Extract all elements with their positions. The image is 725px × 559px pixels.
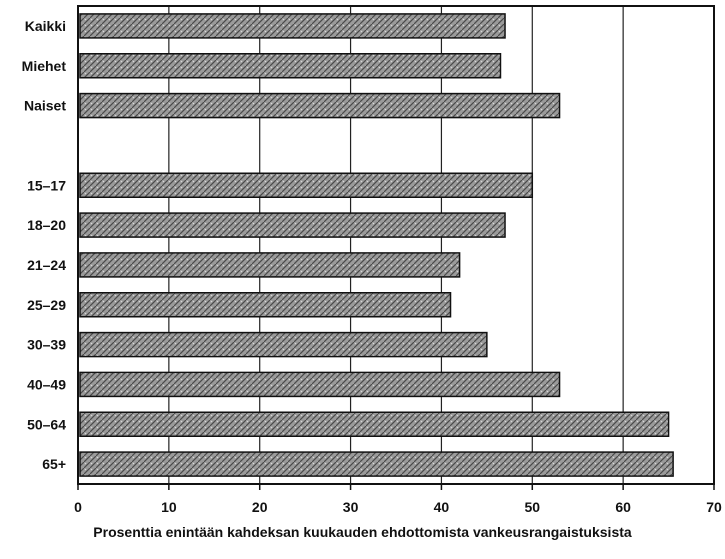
bar: [79, 331, 488, 358]
category-label: 18–20: [27, 217, 66, 233]
bars: [79, 13, 674, 477]
category-label: 15–17: [27, 177, 66, 193]
bar: [79, 371, 561, 398]
bar: [79, 292, 452, 318]
category-label: Miehet: [22, 58, 67, 74]
x-tick-label: 30: [343, 499, 359, 515]
category-label: 50–64: [27, 416, 66, 432]
x-tick-label: 50: [524, 499, 540, 515]
x-axis-ticks: 0 10 20 30 40 50 60 70: [74, 484, 722, 515]
x-tick-label: 70: [706, 499, 722, 515]
category-label: Naiset: [24, 98, 66, 114]
x-tick-label: 10: [161, 499, 177, 515]
plot-frame: [77, 5, 715, 485]
category-label: Kaikki: [25, 18, 66, 34]
category-labels: Kaikki Miehet Naiset 15–17 18–20 21–24 25–29 30…: [22, 18, 67, 472]
category-label: 21–24: [27, 257, 66, 273]
x-tick-label: 40: [434, 499, 450, 515]
category-label: 65+: [42, 456, 66, 472]
bar: [79, 451, 674, 477]
bar: [79, 172, 534, 198]
bar: [79, 13, 506, 39]
category-label: 40–49: [27, 376, 66, 392]
x-tick-label: 0: [74, 499, 82, 515]
bar: [79, 212, 506, 238]
x-tick-label: 20: [252, 499, 268, 515]
category-label: 30–39: [27, 337, 66, 353]
x-tick-label: 60: [615, 499, 631, 515]
bar: [79, 53, 502, 79]
category-label: 25–29: [27, 297, 66, 313]
gridlines: [168, 6, 624, 484]
bar: [79, 411, 670, 437]
bar: [79, 252, 461, 278]
x-axis-label: Prosenttia enintään kahdeksan kuukauden …: [93, 524, 632, 540]
bar: [79, 92, 561, 119]
